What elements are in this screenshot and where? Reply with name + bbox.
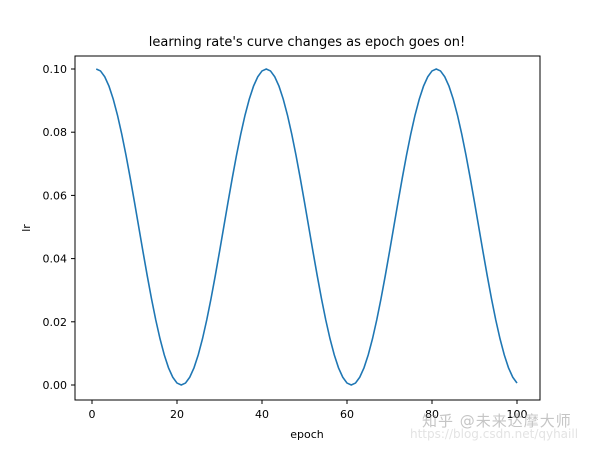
y-tick-label: 0.10 (43, 63, 68, 76)
y-axis-label: lr (20, 224, 33, 232)
x-tick-label: 80 (425, 408, 439, 421)
x-tick-label: 60 (340, 408, 354, 421)
x-tick-label: 40 (255, 408, 269, 421)
y-tick-label: 0.02 (43, 316, 68, 329)
y-tick-label: 0.06 (43, 189, 68, 202)
x-tick-label: 100 (507, 408, 528, 421)
axes-frame (74, 55, 541, 401)
y-tick-label: 0.04 (43, 253, 68, 266)
y-tick-label: 0.00 (43, 379, 68, 392)
x-tick-label: 0 (89, 408, 96, 421)
x-axis: 0 20 40 60 80 100 (89, 400, 528, 421)
chart-title: learning rate's curve changes as epoch g… (149, 35, 465, 50)
lr-curve (95, 68, 518, 386)
watermark: 知乎 @未来达摩大师 (422, 412, 572, 430)
y-tick-label: 0.08 (43, 126, 68, 139)
x-axis-label: epoch (290, 428, 324, 441)
watermark-url: https://blog.csdn.net/qyhaill (410, 427, 579, 441)
x-tick-label: 20 (170, 408, 184, 421)
y-axis: 0.00 0.02 0.04 0.06 0.08 0.10 (43, 63, 75, 392)
plot-area (74, 55, 541, 401)
